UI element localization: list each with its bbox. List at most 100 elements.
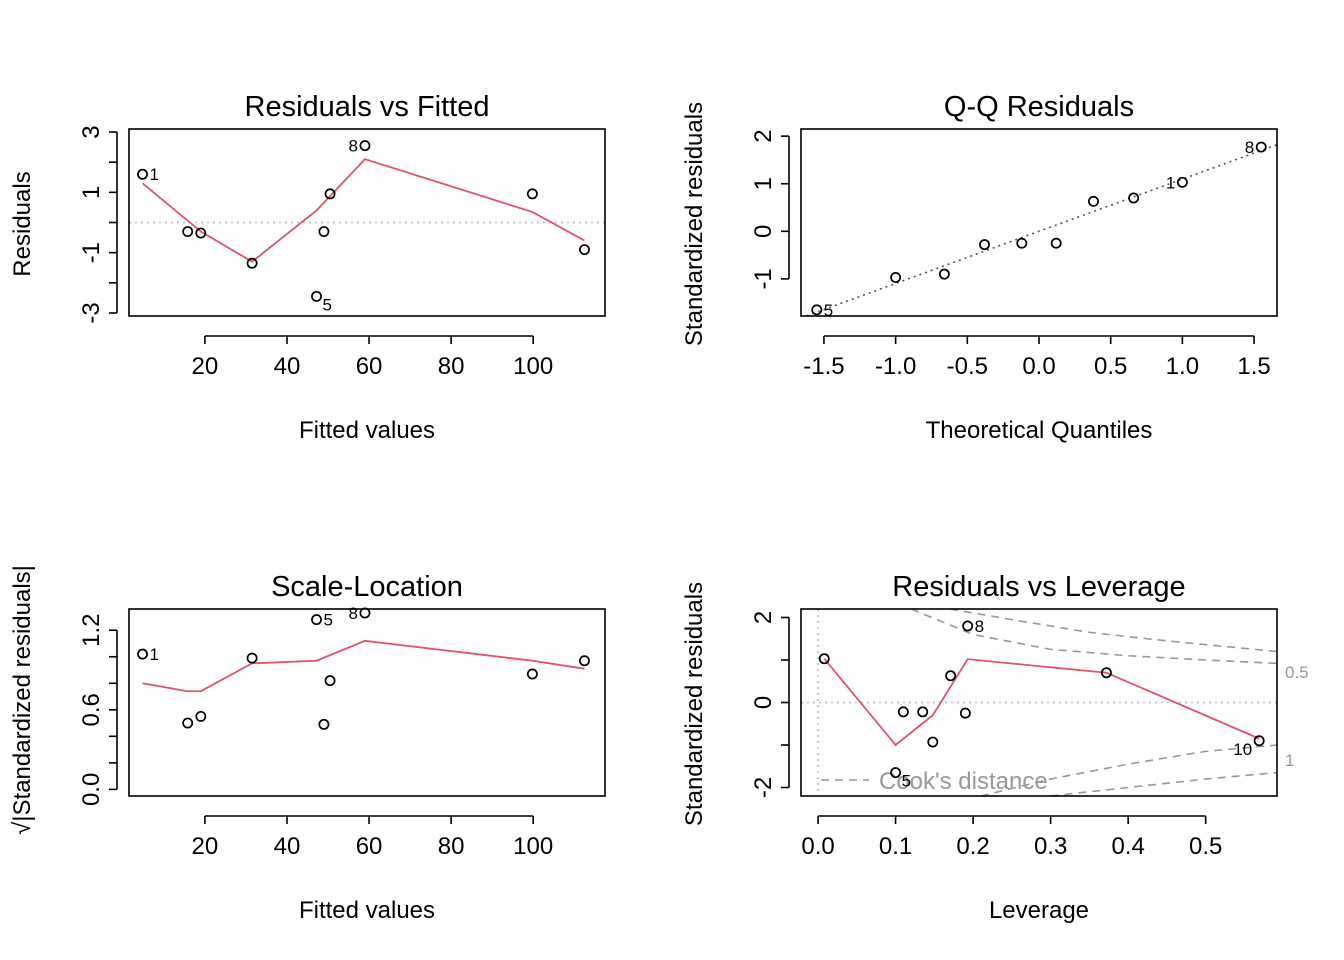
point-label: 8: [348, 604, 357, 623]
y-axis-label: Standardized residuals: [681, 582, 708, 826]
y-axis-label-text: Standardized residuals: [9, 571, 36, 815]
data-point: [945, 670, 957, 682]
data-point: [246, 652, 258, 664]
data-point: [195, 710, 207, 722]
data-point: [1016, 237, 1028, 249]
y-tick-label: 3: [78, 125, 105, 138]
x-tick-label: -1.0: [875, 353, 916, 380]
point-label: 8: [1245, 138, 1254, 157]
x-tick-label: 60: [356, 833, 383, 860]
point-label: 5: [323, 295, 332, 314]
point-label: 8: [348, 137, 357, 156]
panel-residuals-vs-leverage: Residuals vs Leverage Cook's distance 0.5…: [681, 571, 1309, 924]
data-point: [1176, 176, 1188, 188]
y-tick-label: 1: [78, 186, 105, 199]
data-point: [526, 188, 538, 200]
y-tick-label: 0.0: [78, 773, 105, 806]
y-tick-label: 2: [750, 129, 777, 142]
chart-title: Residuals vs Fitted: [245, 91, 490, 123]
point-label: 1: [1166, 173, 1175, 192]
chart-title: Residuals vs Leverage: [892, 571, 1185, 603]
contour-label-0-5: 0.5: [1285, 663, 1309, 682]
plot-frame: [800, 128, 1278, 317]
data-point: [246, 257, 258, 269]
data-point: [324, 188, 336, 200]
x-tick-label: 40: [274, 353, 301, 380]
y-tick-label: 2: [750, 611, 777, 624]
x-tick-label: 0.5: [1094, 353, 1127, 380]
data-point: [137, 168, 148, 180]
data-point: [359, 140, 371, 152]
plot-inner: [129, 158, 605, 263]
cooks-distance-contour: [980, 744, 1277, 796]
point-label: 8: [975, 617, 984, 636]
y-tick-label: -1: [78, 242, 105, 263]
x-tick-label: 0.2: [956, 833, 989, 860]
data-point: [1100, 667, 1112, 679]
smoother-line: [141, 158, 585, 263]
qq-reference-line: [803, 143, 1277, 316]
x-tick-label: 40: [274, 833, 301, 860]
data-point: [1050, 237, 1062, 249]
point-label: 1: [150, 645, 159, 664]
x-axis-label: Leverage: [989, 897, 1089, 924]
chart-title: Q-Q Residuals: [944, 91, 1134, 123]
y-axis-label: Residuals: [9, 171, 36, 276]
plot-area: Cook's distance 0.5 1 5 8 10 0.0 0.1 0.2 0.3 0.4 0.…: [750, 608, 1309, 860]
data-point: [1253, 735, 1265, 747]
x-tick-label: 80: [438, 353, 465, 380]
data-point: [579, 244, 590, 256]
x-axis-label: Fitted values: [299, 417, 435, 444]
point-label: 5: [902, 772, 911, 791]
y-axis-label: √|Standardized residuals|: [9, 565, 36, 835]
data-point: [182, 226, 194, 237]
data-point: [318, 718, 330, 730]
data-point: [811, 304, 823, 316]
data-point: [962, 620, 974, 632]
data-point: [1255, 141, 1267, 153]
y-tick-label: -1: [750, 268, 777, 289]
data-point: [890, 767, 902, 779]
panel-residuals-vs-fitted: Residuals vs Fitted 1 5 8 20 40 60 80 100 -3 -1 1 3…: [9, 91, 606, 444]
data-point: [182, 717, 194, 729]
x-tick-label: 0.5: [1189, 833, 1222, 860]
y-tick-label: 1: [750, 177, 777, 190]
plot-inner: [801, 609, 1277, 796]
x-tick-label: 20: [192, 833, 219, 860]
data-point: [311, 614, 322, 626]
panel-qq-residuals: Q-Q Residuals 5 1 8 -1.5 -1.0 -0.5 0.0 0.5 1.0 1.…: [681, 91, 1278, 444]
contour-label-1: 1: [1285, 751, 1294, 770]
y-tick-label: 0.6: [78, 693, 105, 726]
point-label: 5: [824, 301, 833, 320]
y-tick-label: 0: [750, 696, 777, 709]
data-point: [818, 653, 830, 665]
abs-suffix: |: [9, 565, 36, 571]
plot-area: 1 5 8 20 40 60 80 100 0.0 0.6 1.2: [78, 604, 606, 860]
data-point: [311, 290, 322, 302]
x-axis-label: Fitted values: [299, 897, 435, 924]
chart-title: Scale-Location: [271, 571, 463, 603]
x-tick-label: 1.0: [1166, 353, 1199, 380]
point-label: 1: [150, 165, 159, 184]
x-tick-label: 60: [356, 353, 383, 380]
data-point: [890, 272, 902, 283]
data-point: [137, 648, 148, 660]
data-point: [526, 668, 538, 680]
cooks-distance-contour: [1050, 771, 1277, 796]
x-axis-label: Theoretical Quantiles: [926, 417, 1153, 444]
plot-area: 5 1 8 -1.5 -1.0 -0.5 0.0 0.5 1.0 1.5 -1 0 1 2: [750, 128, 1278, 380]
data-point: [1128, 192, 1140, 204]
data-point: [195, 227, 207, 239]
x-tick-label: 100: [513, 353, 553, 380]
cooks-legend-text: Cook's distance: [879, 768, 1048, 795]
data-point: [938, 268, 950, 280]
x-tick-label: 0.0: [801, 833, 834, 860]
sqrt-abs-prefix: √|: [9, 815, 36, 834]
plot-inner: [803, 143, 1277, 316]
data-point: [579, 655, 590, 667]
x-tick-label: 100: [513, 833, 553, 860]
data-point: [917, 706, 929, 718]
x-tick-label: 0.0: [1022, 353, 1055, 380]
cooks-distance-contour: [910, 609, 1277, 665]
